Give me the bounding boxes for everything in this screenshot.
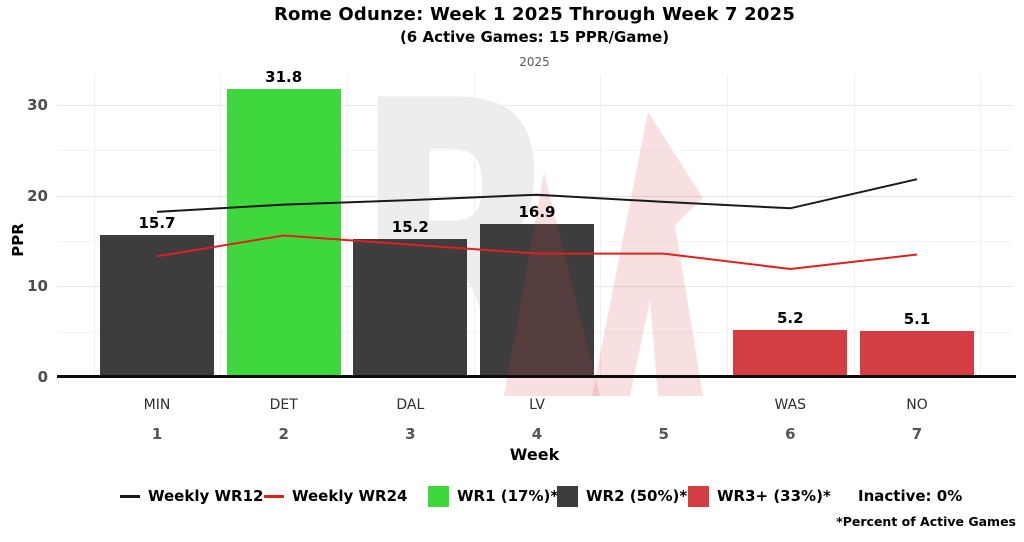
legend-label: WR1 (17%)* [457, 487, 559, 505]
legend-item: WR2 (50%)* [557, 482, 687, 510]
bar-week-6 [733, 329, 848, 377]
legend-line-swatch [264, 494, 284, 498]
y-tick-label: 10 [27, 277, 48, 296]
bar-value-label: 31.8 [265, 67, 303, 86]
legend-item: Weekly WR24 [264, 482, 407, 510]
bar-week-1 [100, 234, 214, 377]
x-tick-team: DAL [396, 397, 425, 413]
x-tick-week: 1 [151, 425, 163, 443]
legend-square-swatch [557, 485, 578, 507]
x-axis-line [57, 375, 1016, 378]
bar-value-label: 5.2 [777, 308, 804, 327]
x-axis-label: Week [509, 445, 560, 464]
x-tick-week: 4 [531, 425, 543, 443]
x-tick-team: WAS [774, 397, 807, 413]
x-tick-week: 3 [405, 425, 416, 443]
bolt-shape [592, 112, 703, 396]
legend-label: WR3+ (33%)* [717, 487, 831, 505]
vertical-gridline [93, 74, 95, 377]
bar-value-label: 15.2 [391, 218, 429, 237]
bar-value-label: 16.9 [518, 202, 556, 221]
vertical-gridline [600, 74, 602, 377]
bar-value-label: 5.1 [903, 309, 931, 328]
footnote: *Percent of Active Games [836, 514, 1016, 529]
chart-subtitle: (6 Active Games: 15 PPR/Game) [399, 28, 670, 46]
bar-week-3 [353, 239, 468, 377]
vertical-gridline [347, 74, 348, 377]
legend-line-swatch [120, 494, 140, 498]
bar-week-4 [480, 223, 594, 377]
legend-square-swatch [428, 485, 449, 507]
legend-label: Weekly WR12 [148, 487, 264, 505]
legend-label: Inactive: 0% [858, 487, 963, 505]
x-tick-team: MIN [143, 397, 171, 413]
x-tick-team: NO [906, 397, 928, 413]
vertical-gridline [853, 74, 855, 377]
bar-week-2 [226, 88, 341, 377]
y-tick-label: 30 [27, 95, 48, 114]
x-tick-week: 5 [658, 425, 669, 443]
legend-label: Weekly WR24 [292, 487, 408, 505]
x-tick-week: 7 [911, 425, 923, 443]
legend-item: WR1 (17%)* [428, 482, 558, 510]
x-tick-team: LV [529, 397, 545, 413]
facet-year-label: 2025 [519, 55, 550, 69]
bar-value-label: 15.7 [138, 213, 176, 232]
x-tick-week: 2 [278, 425, 289, 443]
x-tick-week: 6 [785, 425, 796, 443]
vertical-gridline [473, 74, 475, 377]
legend-label: WR2 (50%)* [586, 487, 688, 505]
bar-week-7 [860, 330, 974, 377]
y-tick-label: 0 [37, 368, 48, 386]
vertical-gridline [220, 74, 222, 377]
y-tick-label: 20 [27, 186, 48, 205]
y-axis-label: PPR [9, 223, 27, 257]
major-gridline [57, 104, 1012, 106]
vertical-gridline [727, 74, 728, 377]
legend-square-swatch [688, 485, 709, 507]
x-tick-team: DET [269, 397, 298, 413]
legend-item: Weekly WR12 [120, 482, 263, 510]
chart-title: Rome Odunze: Week 1 2025 Through Week 7 … [273, 4, 796, 25]
legend-item: Inactive: 0% [858, 482, 962, 510]
legend-item: WR3+ (33%)* [688, 482, 831, 510]
minor-gridline [57, 150, 1012, 152]
vertical-gridline [980, 74, 982, 377]
